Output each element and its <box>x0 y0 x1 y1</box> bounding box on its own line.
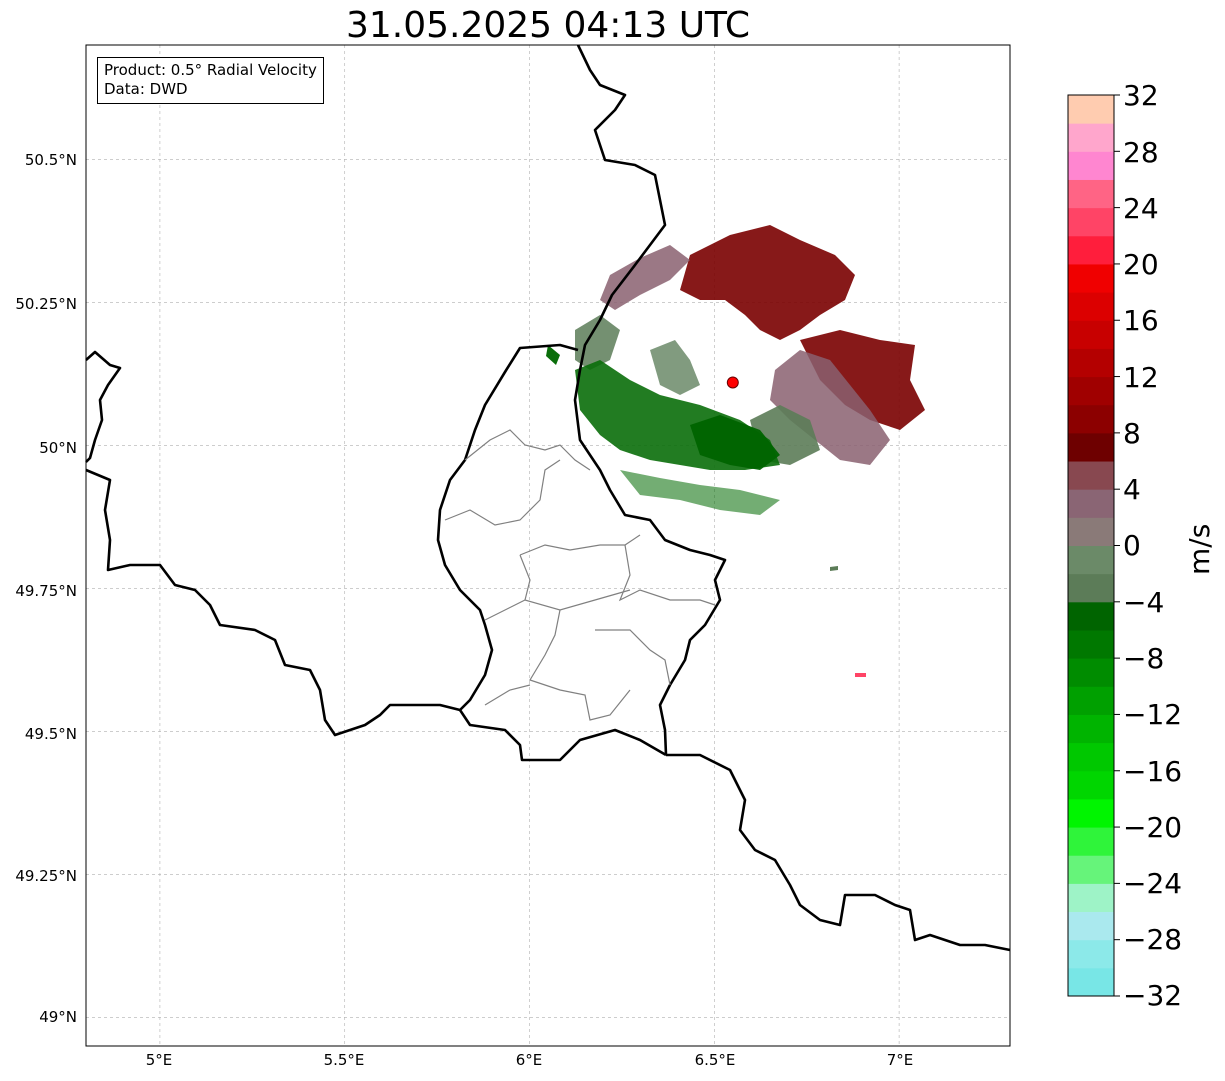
colorbar-tick-label: −32 <box>1123 979 1183 1012</box>
lat-tick-label: 49.75°N <box>15 582 77 600</box>
colorbar-segment <box>1068 911 1114 941</box>
lat-tick-label: 49°N <box>39 1008 77 1026</box>
colorbar <box>1068 94 1120 997</box>
product-label: Product: 0.5° Radial Velocity <box>104 61 317 79</box>
colorbar-segment <box>1068 798 1114 828</box>
colorbar-segment <box>1068 883 1114 913</box>
colorbar-tick-label: 4 <box>1123 473 1141 506</box>
colorbar-tick-label: 28 <box>1123 136 1159 169</box>
colorbar-segment <box>1068 404 1114 434</box>
lat-tick-label: 49.5°N <box>24 725 77 743</box>
lon-tick-label: 5°E <box>145 1051 173 1069</box>
colorbar-tick-label: −8 <box>1123 642 1165 675</box>
colorbar-unit-label: m/s <box>1183 523 1216 575</box>
colorbar-segment <box>1068 320 1114 349</box>
colorbar-segment <box>1068 742 1114 772</box>
colorbar-segment <box>1068 95 1114 124</box>
map-frame <box>85 44 1011 1047</box>
lat-tick-label: 50°N <box>39 439 77 457</box>
lon-tick-label: 6°E <box>515 1051 543 1069</box>
lat-tick-label: 50.25°N <box>15 295 77 313</box>
colorbar-segment <box>1068 967 1114 997</box>
colorbar-frame <box>1067 94 1115 997</box>
colorbar-segment <box>1068 461 1114 490</box>
colorbar-tick-label: 8 <box>1123 417 1141 450</box>
lon-tick-label: 7°E <box>886 1051 914 1069</box>
lat-tick-label: 50.5°N <box>24 151 77 169</box>
colorbar-tick-label: 20 <box>1123 248 1159 281</box>
colorbar-tick-label: 32 <box>1123 79 1159 112</box>
colorbar-segment <box>1068 348 1114 378</box>
colorbar-segment <box>1068 601 1114 631</box>
colorbar-segment <box>1068 629 1114 659</box>
colorbar-segment <box>1068 376 1114 406</box>
colorbar-tick-label: 12 <box>1123 361 1159 394</box>
colorbar-tick-label: −12 <box>1123 698 1183 731</box>
colorbar-segment <box>1068 686 1114 715</box>
colorbar-segment <box>1068 292 1114 321</box>
colorbar-segment <box>1068 855 1114 884</box>
district-borders <box>444 429 716 721</box>
colorbar-tick-label: 0 <box>1123 529 1141 562</box>
colorbar-tick-label: −20 <box>1123 811 1183 844</box>
colorbar-tick-label: 24 <box>1123 192 1159 225</box>
colorbar-segment <box>1068 545 1114 575</box>
radar-echoes <box>546 225 925 677</box>
colorbar-segment <box>1068 151 1114 180</box>
product-info-box: Product: 0.5° Radial Velocity Data: DWD <box>97 57 324 104</box>
colorbar-segment <box>1068 235 1114 265</box>
colorbar-segment <box>1068 658 1114 687</box>
colorbar-segment <box>1068 179 1114 209</box>
colorbar-segment <box>1068 123 1114 152</box>
colorbar-segment <box>1068 263 1114 293</box>
colorbar-segment <box>1068 489 1114 518</box>
colorbar-tick-label: −24 <box>1123 867 1183 900</box>
colorbar-tick-label: 16 <box>1123 304 1159 337</box>
colorbar-segment <box>1068 939 1114 969</box>
colorbar-segment <box>1068 207 1114 237</box>
colorbar-tick-label: −16 <box>1123 755 1183 788</box>
colorbar-tick-label: −4 <box>1123 586 1165 619</box>
radar-site-marker <box>726 376 739 389</box>
lon-tick-label: 5.5°E <box>323 1051 365 1069</box>
data-source-label: Data: DWD <box>104 80 188 98</box>
map-title: 31.05.2025 04:13 UTC <box>345 5 751 46</box>
country-borders <box>85 44 1011 952</box>
colorbar-tick-label: −28 <box>1123 923 1183 956</box>
colorbar-segment <box>1068 714 1114 744</box>
colorbar-segment <box>1068 827 1114 856</box>
colorbar-segment <box>1068 770 1114 800</box>
colorbar-segment <box>1068 432 1114 462</box>
colorbar-segment <box>1068 573 1114 603</box>
lat-tick-label: 49.25°N <box>15 867 77 885</box>
lon-tick-label: 6.5°E <box>694 1051 736 1069</box>
colorbar-segment <box>1068 517 1114 546</box>
